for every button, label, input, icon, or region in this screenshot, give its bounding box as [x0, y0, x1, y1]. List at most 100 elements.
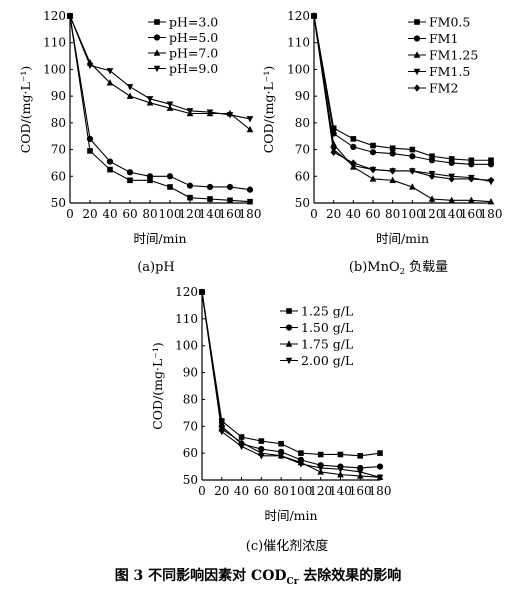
data-point [409, 146, 416, 153]
x-tick-label: 60 [254, 484, 269, 498]
legend-marker [153, 49, 161, 56]
data-point [389, 150, 396, 157]
x-tick-label: 120 [309, 484, 332, 498]
y-tick-label: 110 [175, 312, 198, 326]
x-tick-label: 140 [440, 207, 463, 221]
data-point [337, 451, 344, 458]
x-tick-label: 180 [239, 207, 262, 221]
legend-label: FM1.5 [429, 64, 470, 79]
data-point [238, 443, 245, 451]
legend-label: pH=9.0 [169, 61, 218, 76]
data-point [487, 161, 495, 168]
x-tick-label: 120 [421, 207, 444, 221]
data-point [330, 148, 337, 156]
data-point [126, 169, 134, 176]
data-point [317, 451, 324, 458]
series-line-2 [69, 15, 251, 191]
y-tick-label: 60 [51, 169, 66, 183]
y-tick-label: 100 [175, 339, 198, 353]
chart-panel-3: 0 20 40 60 80 1001201401601805060708090100110… [150, 285, 391, 554]
x-tick-label: 80 [142, 207, 157, 221]
y-tick-label: 100 [43, 62, 66, 76]
data-point [198, 289, 206, 296]
data-point [409, 153, 416, 160]
data-point [66, 13, 74, 20]
chart-panel-2: 0 20 40 60 80 1001201401601805060708090100110… [261, 9, 502, 277]
data-point [206, 109, 214, 116]
data-point [166, 173, 174, 180]
legend-marker [413, 35, 421, 42]
y-axis-label: COD/(mg·L⁻¹) [18, 66, 33, 154]
series-line-4 [313, 15, 492, 183]
data-point [389, 176, 396, 183]
data-point [106, 158, 114, 165]
figure-caption: 图 3 不同影响因素对 CODCr 去除效果的影响 [115, 567, 402, 587]
y-tick-label: 50 [183, 473, 198, 487]
data-point [146, 173, 154, 180]
data-point [369, 175, 377, 182]
data-point [258, 453, 265, 460]
panel-caption: (a)pH [137, 260, 175, 275]
series-line-1 [313, 15, 491, 161]
data-point [147, 177, 153, 184]
data-point [317, 465, 324, 472]
x-tick-label: 160 [219, 207, 242, 221]
data-point [488, 157, 494, 164]
y-tick-label: 80 [51, 116, 66, 130]
data-point [356, 469, 364, 476]
y-tick-label: 100 [287, 62, 310, 76]
data-point [186, 108, 194, 115]
series-line-3 [201, 291, 381, 478]
data-point [187, 194, 193, 201]
data-point [106, 79, 114, 86]
data-point [357, 453, 364, 459]
series-line-3 [69, 15, 251, 130]
legend-label: 1.50 g/L [301, 320, 353, 335]
legend-label: FM0.5 [429, 15, 470, 30]
data-point [370, 142, 376, 149]
data-point [107, 166, 113, 173]
x-tick-label: 40 [102, 207, 117, 221]
y-tick-label: 90 [295, 89, 310, 103]
data-point [376, 474, 384, 482]
legend-marker [413, 84, 421, 92]
data-point [468, 175, 475, 183]
data-point [246, 125, 254, 133]
legend-label: pH=3.0 [169, 15, 218, 30]
data-point [277, 453, 285, 460]
data-point [448, 196, 455, 204]
legend-marker [153, 34, 161, 41]
data-point [258, 446, 265, 453]
y-axis-label: COD/(mg·L⁻¹) [150, 342, 165, 430]
data-point [86, 62, 94, 70]
y-tick-label: 70 [183, 419, 198, 433]
x-tick-label: 40 [234, 484, 249, 498]
legend-marker [414, 19, 420, 25]
data-point [369, 166, 377, 174]
data-point [126, 84, 134, 91]
legend-marker [413, 51, 421, 58]
legend-marker [413, 68, 421, 76]
data-point [167, 184, 173, 190]
data-point [350, 136, 357, 142]
x-tick-label: 160 [460, 207, 483, 221]
x-tick-label: 160 [349, 484, 372, 498]
y-tick-label: 120 [287, 9, 310, 23]
data-point [206, 183, 214, 191]
legend-marker [285, 357, 293, 365]
legend-marker [153, 65, 161, 73]
data-point [350, 159, 357, 167]
legend-label: pH=5.0 [169, 30, 218, 45]
series-line-3 [313, 15, 492, 203]
data-point [86, 135, 94, 142]
data-point [218, 418, 225, 424]
series-line-4 [201, 291, 381, 478]
data-point [487, 197, 495, 205]
legend-marker [286, 308, 292, 314]
series-line-1 [69, 15, 251, 203]
x-tick-label: 180 [480, 207, 503, 221]
data-point [409, 183, 416, 190]
x-axis-label: 时间/min [376, 231, 429, 246]
data-point [429, 153, 435, 160]
